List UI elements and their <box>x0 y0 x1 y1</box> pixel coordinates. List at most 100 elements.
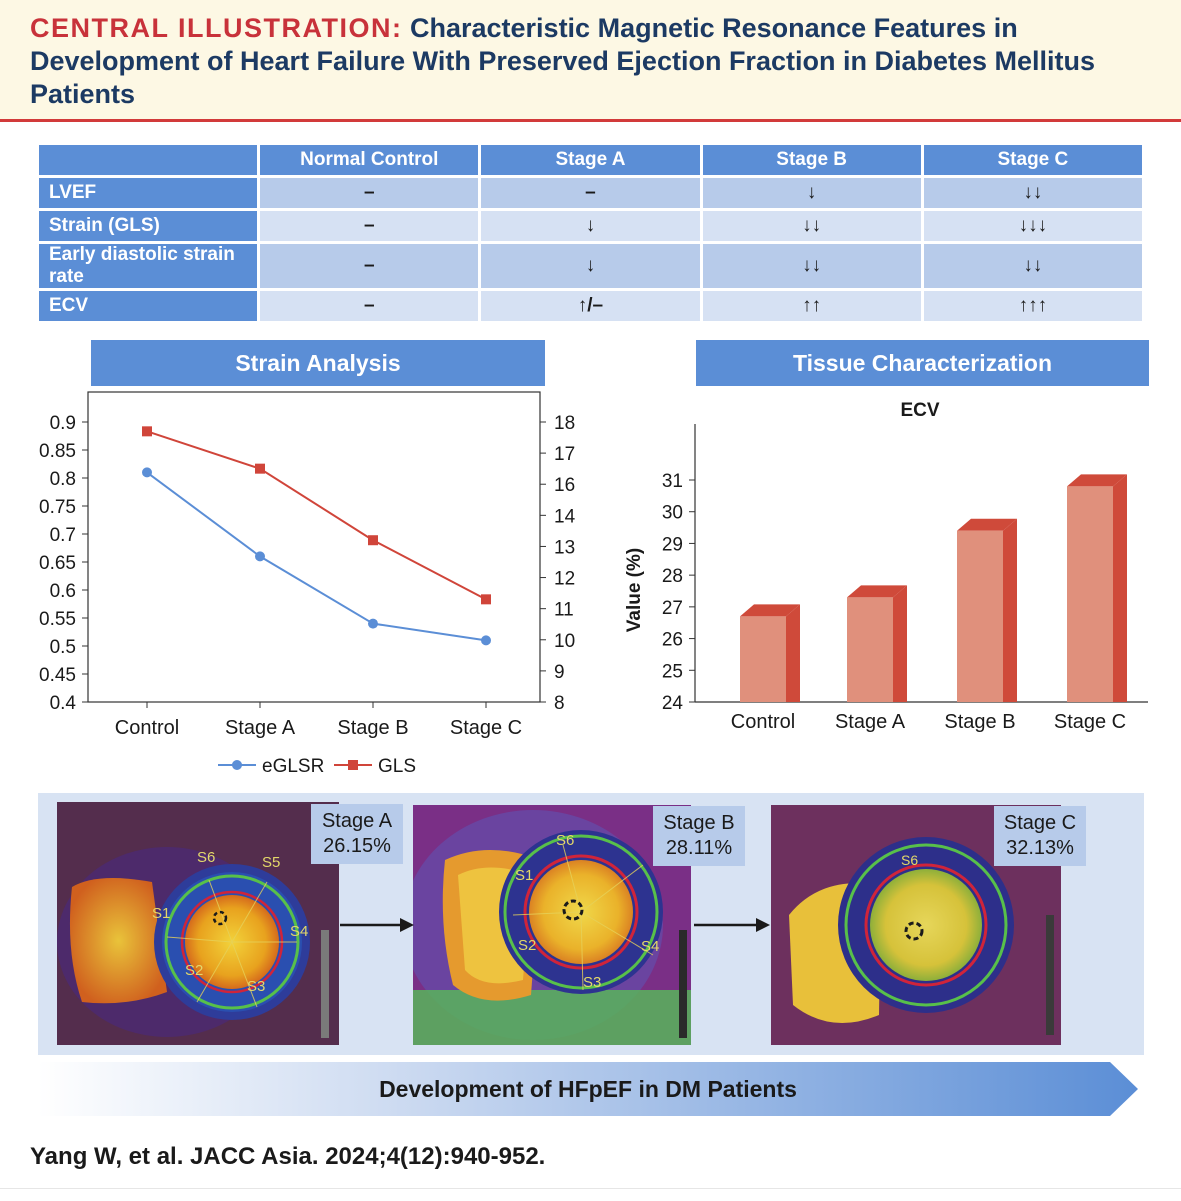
table-cell: – <box>260 291 479 321</box>
segment-label: S6 <box>197 849 215 866</box>
arrow-icon <box>694 918 770 932</box>
legend-marker <box>232 760 242 770</box>
right-tick-label: 14 <box>554 506 576 527</box>
stage-c-name: Stage C <box>1003 812 1077 834</box>
bar-top <box>957 518 1017 531</box>
legend-label: eGLSR <box>262 756 324 777</box>
bar <box>740 616 786 702</box>
column-header: Stage C <box>923 145 1142 175</box>
x-tick-label: Stage B <box>337 717 408 739</box>
table-cell: – <box>260 178 479 208</box>
y-tick-label: 26 <box>662 630 683 651</box>
segment-label: S2 <box>185 962 203 979</box>
left-tick-label: 0.5 <box>50 637 76 658</box>
column-header: Normal Control <box>260 145 479 175</box>
table-cell: ↓ <box>481 244 700 288</box>
bar <box>1067 486 1113 702</box>
chart-title: ECV <box>900 400 939 421</box>
segment-label: S1 <box>152 905 170 922</box>
y-tick-label: 24 <box>662 693 684 714</box>
left-tick-label: 0.65 <box>39 553 76 574</box>
title-lead: CENTRAL ILLUSTRATION: <box>30 13 403 43</box>
bar-top <box>847 585 907 598</box>
series-line-eglsr <box>146 471 487 642</box>
table-cell: – <box>481 178 700 208</box>
bar-top <box>740 604 800 617</box>
ecv-bar-chart: ECV Value (%) 31 30 29 28 27 26 25 24 Control Stage… <box>624 400 1148 733</box>
segment-label: S5 <box>262 854 280 871</box>
column-header: Stage A <box>481 145 700 175</box>
table-row: LVEF – – ↓ ↓↓ <box>39 178 1142 208</box>
stage-b-name: Stage B <box>663 812 735 834</box>
mri-image-stage-a: S6 S5 S1 S4 S2 S3 <box>57 802 339 1045</box>
segment-label: S3 <box>583 974 601 991</box>
mri-picture: S6 S1 S2 S4 S3 <box>413 805 691 1045</box>
mri-picture: S6 S5 S1 S4 S2 S3 <box>57 802 339 1045</box>
y-tick-label: 25 <box>662 661 683 682</box>
data-point <box>481 594 491 605</box>
left-tick-label: 0.55 <box>39 609 76 630</box>
table-cell: ↓ <box>481 211 700 241</box>
right-tick-label: 9 <box>554 662 565 683</box>
series-line-gls <box>146 430 487 601</box>
table-cell: ↓↓↓ <box>923 211 1142 241</box>
right-tick-label: 17 <box>554 444 575 465</box>
segment-label: S2 <box>518 937 536 954</box>
left-tick-label: 0.85 <box>39 441 76 462</box>
y-tick-label: 31 <box>662 471 683 492</box>
left-tick-label: 0.4 <box>50 693 77 714</box>
x-tick-label: Control <box>731 711 795 733</box>
stage-a-value: 26.15% <box>323 835 391 857</box>
table-cell: ↓↓ <box>923 244 1142 288</box>
legend-marker <box>348 760 358 770</box>
left-tick-label: 0.6 <box>50 581 76 602</box>
data-point <box>368 535 378 546</box>
segment-label: S1 <box>515 867 533 884</box>
plot-frame <box>87 391 541 703</box>
table-row: ECV – ↑/– ↑↑ ↑↑↑ <box>39 291 1142 321</box>
segment-label: S6 <box>901 852 918 868</box>
footer-rule <box>0 1188 1181 1201</box>
strain-panel-heading: Strain Analysis <box>91 340 545 386</box>
progression-arrow-bar <box>38 1062 1138 1116</box>
x-tick-label: Stage C <box>450 717 522 739</box>
tissue-panel-heading: Tissue Characterization <box>696 340 1149 386</box>
left-tick-label: 0.9 <box>50 413 76 434</box>
table-cell: – <box>260 211 479 241</box>
table-row: Early diastolic strain rate – ↓ ↓↓ ↓↓ <box>39 244 1142 288</box>
row-label: Strain (GLS) <box>39 211 258 241</box>
right-tick-label: 10 <box>554 631 575 652</box>
table-cell: ↓↓ <box>702 244 921 288</box>
bar <box>847 597 893 702</box>
stage-a-name: Stage A <box>321 810 393 832</box>
x-tick-label: Stage A <box>835 711 906 733</box>
y-tick-label: 28 <box>662 566 683 587</box>
right-tick-label: 13 <box>554 537 575 558</box>
table-header-row: Normal Control Stage A Stage B Stage C <box>39 145 1142 175</box>
left-tick-label: 0.8 <box>50 469 76 490</box>
bar-side <box>893 585 907 702</box>
left-tick-label: 0.7 <box>50 525 76 546</box>
y-tick-label: 29 <box>662 534 683 555</box>
bar <box>957 530 1003 702</box>
table-cell: ↓↓ <box>702 211 921 241</box>
right-tick-label: 8 <box>554 693 565 714</box>
mri-image-stage-b: S6 S1 S2 S4 S3 <box>413 805 691 1045</box>
bar-side <box>786 604 800 702</box>
row-label: Early diastolic strain rate <box>39 244 258 288</box>
figure-title: CENTRAL ILLUSTRATION: Characteristic Mag… <box>30 12 1160 111</box>
left-tick-label: 0.75 <box>39 497 76 518</box>
table-cell: ↑/– <box>481 291 700 321</box>
x-tick-label: Stage A <box>225 717 296 739</box>
right-tick-label: 11 <box>554 600 574 621</box>
charts-canvas: 0.9 0.85 0.8 0.75 0.7 0.65 0.6 0.55 0.5 0.45 0.4 18… <box>39 391 1148 777</box>
strain-line-chart: 0.9 0.85 0.8 0.75 0.7 0.65 0.6 0.55 0.5 0.45 0.4 18… <box>39 391 576 777</box>
x-tick-label: Stage B <box>944 711 1015 733</box>
table-row: Strain (GLS) – ↓ ↓↓ ↓↓↓ <box>39 211 1142 241</box>
bar-side <box>1003 518 1017 702</box>
stage-b-ecv-label: Stage B 28.11% <box>653 806 745 866</box>
bar-side <box>1113 474 1127 702</box>
right-tick-label: 18 <box>554 413 575 434</box>
segment-label: S4 <box>641 938 659 955</box>
data-point <box>255 551 265 562</box>
